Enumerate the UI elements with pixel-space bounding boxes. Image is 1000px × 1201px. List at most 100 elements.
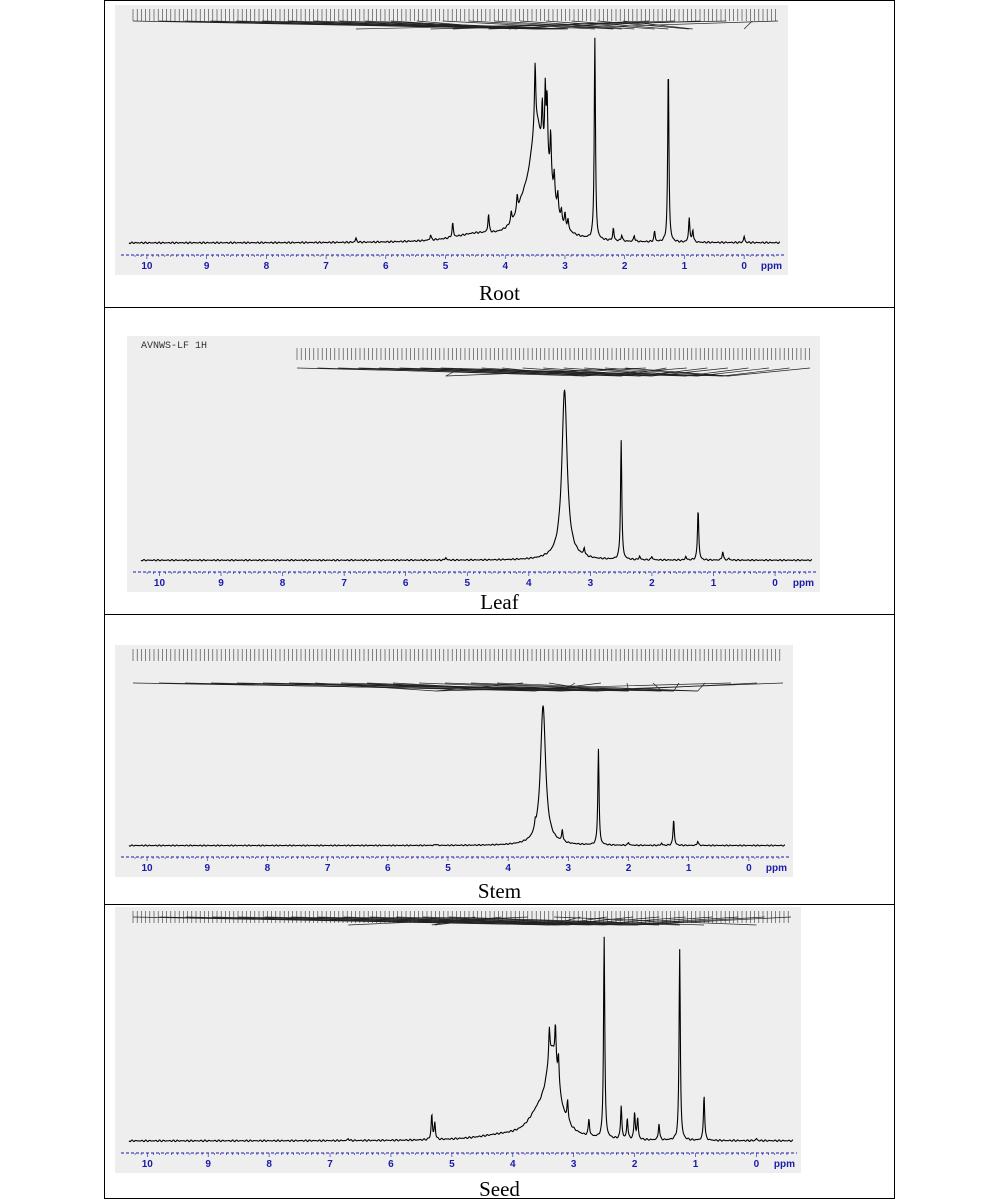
leader-line: [519, 20, 635, 30]
leader-line: [698, 367, 769, 377]
shift-label-strip: [132, 911, 792, 926]
x-tick-label: 7: [325, 863, 331, 874]
leader-line: [604, 367, 723, 377]
leader-line: [567, 916, 660, 926]
leader-line: [496, 682, 698, 692]
leader-line: [722, 367, 790, 377]
x-tick-label: 1: [686, 863, 692, 874]
leader-line: [445, 367, 462, 377]
x-tick-label: 7: [327, 1159, 333, 1170]
x-axis-unit-label: ppm: [793, 578, 814, 589]
leader-line: [743, 20, 753, 30]
x-tick-label: 8: [265, 863, 271, 874]
leader-line: [627, 916, 765, 926]
leader-line: [584, 367, 687, 377]
x-tick-label: 8: [280, 578, 286, 589]
x-tick-label: 7: [323, 261, 329, 272]
spectrum-root-svg: 10 9 8 7 6 5 4 3 2 1 0 ppm: [115, 5, 788, 275]
leader-line: [588, 916, 686, 926]
x-tick-label: 9: [204, 863, 210, 874]
spectrum-stem-svg: 10 9 8 7 6 5 4 3 2 1 0 ppm: [115, 645, 793, 877]
x-tick-label: 2: [632, 1159, 638, 1170]
leader-line: [369, 916, 638, 926]
panel-leaf: AVNWS-LF 1H 10 9 8 7 6 5 4 3 2 1 0 ppm Leaf: [105, 307, 894, 614]
x-tick-label: 6: [403, 578, 409, 589]
panel-stem: 10 9 8 7 6 5 4 3 2 1 0 ppm Stem: [105, 614, 894, 904]
shift-label-strip: [132, 9, 779, 30]
leader-line: [355, 20, 727, 30]
x-tick-label: 3: [566, 863, 572, 874]
leader-line: [445, 367, 646, 377]
x-tick-label: 9: [205, 1159, 211, 1170]
x-tick-label: 6: [385, 863, 391, 874]
x-tick-label: 7: [341, 578, 347, 589]
plot-background: [115, 645, 793, 877]
ppm-axis: 10 9 8 7 6 5 4 3 2 1 0 ppm: [133, 571, 816, 589]
leader-line: [396, 916, 659, 926]
x-tick-label: 1: [711, 578, 717, 589]
x-tick-label: 2: [622, 261, 628, 272]
leader-line: [317, 367, 585, 377]
plot-background: [127, 336, 820, 592]
x-tick-label: 1: [682, 261, 688, 272]
spectrum-seed-svg: 10 9 8 7 6 5 4 3 2 1 0 ppm: [115, 907, 801, 1173]
x-tick-label: 8: [264, 261, 270, 272]
panel-seed: 10 9 8 7 6 5 4 3 2 1 0 ppm Seed: [105, 904, 894, 1201]
leader-line: [431, 916, 476, 926]
leader-line: [634, 916, 792, 926]
x-tick-label: 9: [204, 261, 210, 272]
x-tick-label: 10: [142, 1159, 154, 1170]
shift-label-strip: [132, 649, 784, 692]
x-tick-label: 0: [772, 578, 778, 589]
ppm-axis: 10 9 8 7 6 5 4 3 2 1 0 ppm: [121, 856, 789, 874]
leader-line: [238, 916, 589, 926]
spectrum-trace: [140, 389, 813, 562]
x-tick-label: 6: [388, 1159, 394, 1170]
leader-line: [639, 367, 708, 377]
leader-line: [338, 367, 640, 377]
x-tick-label: 1: [693, 1159, 699, 1170]
x-axis-unit-label: ppm: [761, 261, 782, 272]
x-tick-label: 10: [141, 863, 153, 874]
ppm-axis: 10 9 8 7 6 5 4 3 2 1 0 ppm: [121, 1152, 797, 1170]
leader-line: [549, 916, 581, 926]
spectrum-trace: [128, 936, 794, 1143]
x-tick-label: 8: [266, 1159, 272, 1170]
leader-line: [211, 916, 568, 926]
leader-line: [555, 916, 607, 926]
leader-line: [621, 367, 667, 377]
x-tick-label: 10: [154, 578, 166, 589]
panel-caption-root: Root: [479, 281, 520, 305]
leader-line: [562, 682, 784, 692]
x-tick-label: 6: [383, 261, 389, 272]
x-tick-label: 0: [746, 863, 752, 874]
leader-line: [535, 20, 779, 30]
leader-line: [604, 916, 713, 926]
leader-line: [685, 367, 749, 377]
panel-caption-stem: Stem: [477, 879, 522, 903]
x-tick-label: 4: [502, 261, 508, 272]
x-tick-label: 5: [443, 261, 449, 272]
x-tick-label: 2: [649, 578, 655, 589]
x-tick-label: 9: [218, 578, 224, 589]
x-tick-label: 4: [505, 863, 511, 874]
x-tick-label: 10: [141, 261, 153, 272]
leader-line: [348, 916, 528, 926]
panel-root: 10 9 8 7 6 5 4 3 2 1 0 ppm Root: [105, 1, 894, 307]
ppm-axis: 10 9 8 7 6 5 4 3 2 1 0 ppm: [121, 254, 784, 272]
spectrum-header-text: AVNWS-LF 1H: [141, 341, 207, 352]
leader-line: [621, 916, 739, 926]
leader-line: [535, 682, 602, 692]
x-tick-label: 4: [526, 578, 532, 589]
x-tick-label: 0: [741, 261, 747, 272]
leader-line: [435, 682, 524, 692]
x-tick-label: 2: [626, 863, 632, 874]
panel-caption-seed: Seed: [479, 1177, 520, 1201]
leader-line: [416, 20, 512, 30]
x-tick-label: 3: [588, 578, 594, 589]
x-tick-label: 3: [571, 1159, 577, 1170]
x-tick-label: 5: [445, 863, 451, 874]
leader-line: [392, 682, 536, 692]
spectrum-trace: [128, 705, 786, 847]
